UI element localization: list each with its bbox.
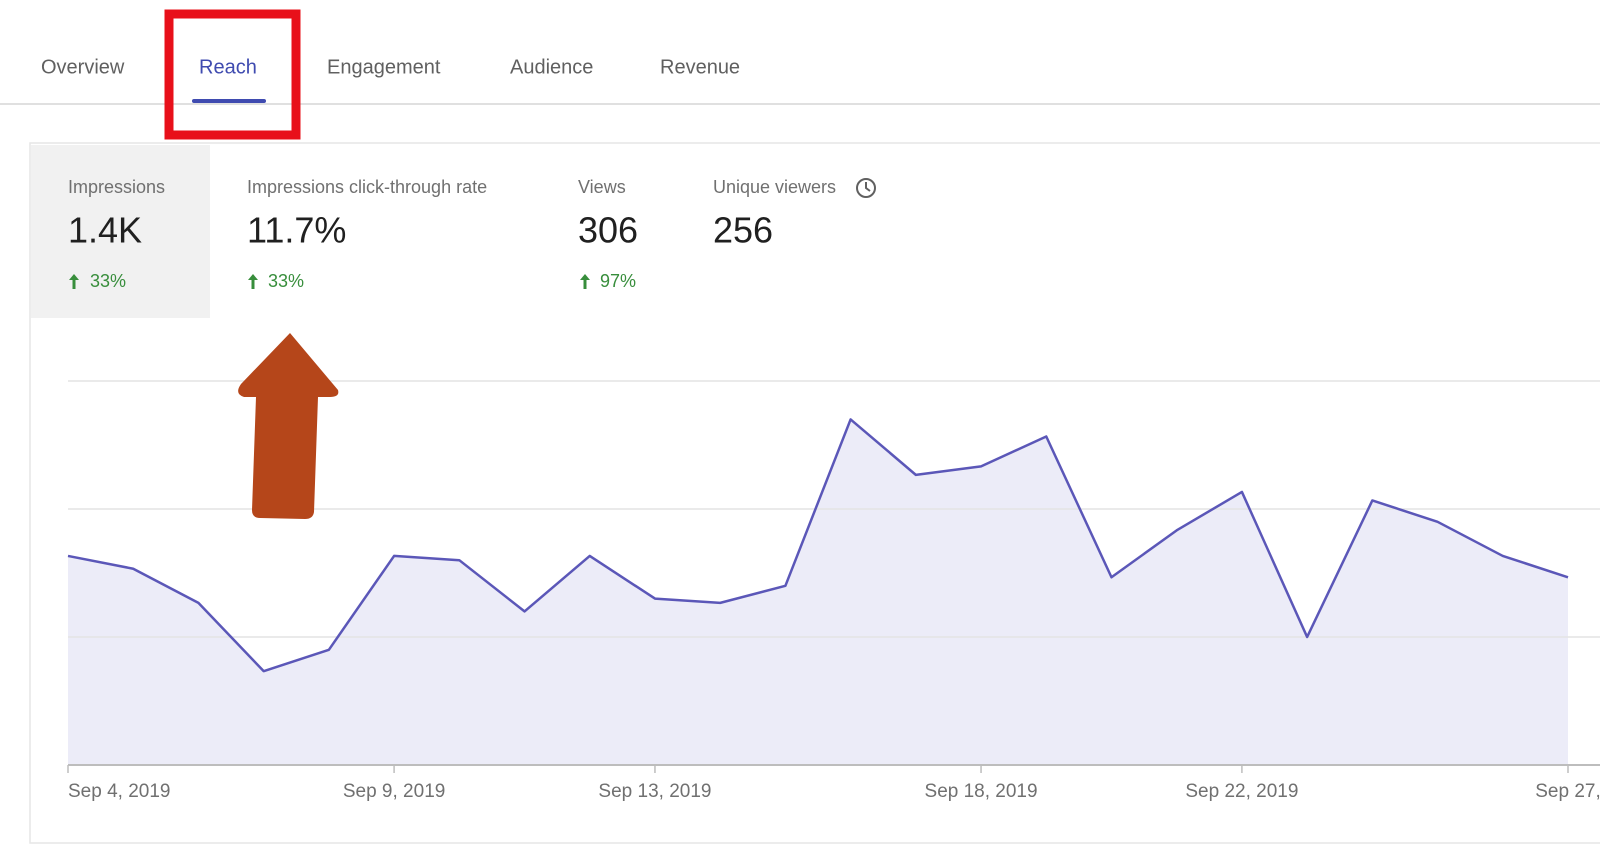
metric-value: 306 xyxy=(578,210,638,251)
tab[interactable]: Overview xyxy=(41,56,125,78)
metric-change: 33% xyxy=(90,271,126,291)
x-tick-label: Sep 13, 2019 xyxy=(598,781,711,802)
tab[interactable]: Engagement xyxy=(327,56,441,78)
up-icon xyxy=(248,274,258,289)
metric-value: 11.7% xyxy=(247,210,346,251)
chart: Sep 4, 2019 Sep 9, 2019 Sep 13, 2019 Sep 18… xyxy=(67,380,1600,802)
up-icon xyxy=(69,274,79,289)
tab[interactable]: Revenue xyxy=(660,56,740,78)
clock-hands xyxy=(865,182,871,192)
highlight-box xyxy=(164,9,301,140)
metric-value: 1.4K xyxy=(68,210,142,251)
x-tick-label: Sep 22, 2019 xyxy=(1185,781,1298,802)
x-tick-label: Sep 27, xyxy=(1535,781,1600,802)
metric-label[interactable]: Views xyxy=(578,177,626,197)
tab-active[interactable]: Reach xyxy=(199,56,257,78)
x-tick-label: Sep 4, 2019 xyxy=(68,781,170,802)
metric-label: Impressions xyxy=(68,177,165,197)
metric-label[interactable]: Impressions click-through rate xyxy=(247,177,487,197)
metric-change: 97% xyxy=(600,271,636,291)
metric-card-selected[interactable] xyxy=(31,145,210,318)
metric-value: 256 xyxy=(713,210,773,251)
metric-label[interactable]: Unique viewers xyxy=(713,177,836,197)
tab[interactable]: Audience xyxy=(510,56,593,78)
line xyxy=(67,418,1569,673)
up-icon xyxy=(580,274,590,289)
x-tick-label: Sep 18, 2019 xyxy=(925,781,1038,802)
clock-icon[interactable] xyxy=(856,178,876,198)
area-fill xyxy=(68,419,1568,765)
panel xyxy=(29,142,1600,844)
x-tick-label: Sep 9, 2019 xyxy=(343,781,445,802)
metric-change: 33% xyxy=(268,271,304,291)
tab-underline xyxy=(192,99,266,103)
annotation-arrow xyxy=(238,333,339,519)
